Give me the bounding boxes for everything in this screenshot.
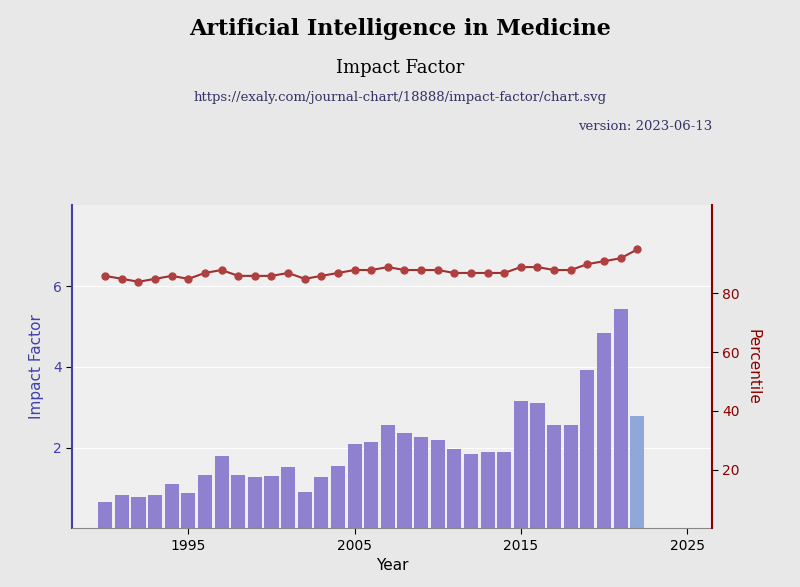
Bar — [514, 401, 528, 528]
Bar — [198, 475, 212, 528]
Bar — [165, 484, 179, 528]
Text: https://exaly.com/journal-chart/18888/impact-factor/chart.svg: https://exaly.com/journal-chart/18888/im… — [194, 91, 606, 104]
Bar — [481, 452, 494, 528]
Bar — [398, 433, 411, 528]
Bar — [447, 449, 462, 528]
Bar — [148, 495, 162, 528]
Y-axis label: Percentile: Percentile — [746, 329, 761, 405]
Text: Artificial Intelligence in Medicine: Artificial Intelligence in Medicine — [189, 18, 611, 39]
X-axis label: Year: Year — [376, 558, 408, 573]
Bar — [98, 502, 112, 528]
Bar — [314, 477, 329, 528]
Bar — [231, 475, 246, 528]
Bar — [347, 444, 362, 528]
Bar — [430, 440, 445, 528]
Bar — [364, 443, 378, 528]
Bar — [547, 424, 561, 528]
Bar — [564, 426, 578, 528]
Text: Impact Factor: Impact Factor — [336, 59, 464, 77]
Bar — [331, 465, 345, 528]
Y-axis label: Impact Factor: Impact Factor — [30, 315, 44, 419]
Bar — [530, 403, 545, 528]
Bar — [131, 497, 146, 528]
Bar — [630, 416, 644, 528]
Bar — [464, 454, 478, 528]
Bar — [115, 495, 129, 528]
Bar — [182, 492, 195, 528]
Bar — [281, 467, 295, 528]
Bar — [614, 309, 628, 528]
Bar — [580, 370, 594, 528]
Bar — [265, 476, 278, 528]
Text: version: 2023-06-13: version: 2023-06-13 — [578, 120, 712, 133]
Bar — [497, 451, 511, 528]
Bar — [298, 492, 312, 528]
Bar — [414, 437, 428, 528]
Bar — [214, 457, 229, 528]
Bar — [248, 477, 262, 528]
Bar — [597, 333, 611, 528]
Bar — [381, 425, 395, 528]
